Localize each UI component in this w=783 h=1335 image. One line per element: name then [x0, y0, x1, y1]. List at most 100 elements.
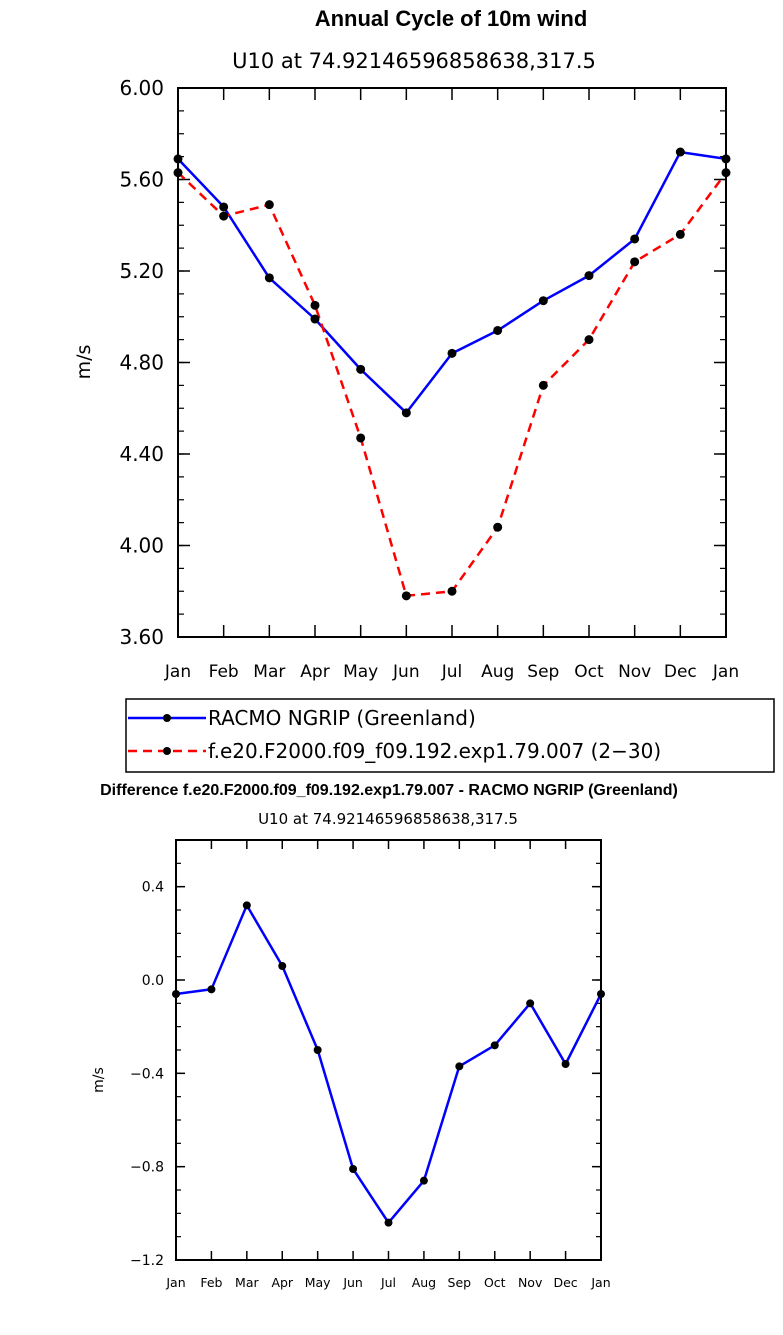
series-0-point: [561, 1060, 570, 1068]
series-1-point: [447, 586, 457, 596]
chart1-ylabel: m/s: [73, 345, 95, 380]
chart2-ylabel: m/s: [91, 1067, 107, 1093]
series-0-point: [455, 1062, 464, 1071]
y-tick-label: 3.60: [119, 625, 164, 649]
series-line-0: [177, 150, 727, 415]
series-0-point: [419, 1176, 428, 1185]
series-0-point: [538, 296, 548, 306]
series-1-point: [264, 200, 274, 210]
chart1-y-tick-labels: 6.00 5.60 5.20 4.80 4.40 4.00 3.60: [119, 76, 164, 649]
x-tick-label: Jul: [441, 662, 463, 682]
chart2-series-points: [172, 901, 605, 1227]
series-1-point: [219, 211, 229, 221]
series-0-point: [630, 234, 640, 244]
y-tick-label: 4.40: [119, 442, 164, 466]
series-0-point: [384, 1218, 393, 1227]
series-0-point: [526, 999, 535, 1008]
y-tick-label: 5.20: [119, 259, 164, 283]
series-0-point: [675, 147, 685, 157]
chart1-title: Annual Cycle of 10m wind: [315, 6, 588, 31]
x-tick-label: May: [343, 662, 378, 682]
x-tick-label: Apr: [271, 1275, 293, 1290]
chart1-plot-frame: [177, 87, 727, 638]
chart2-series-lines: [175, 904, 603, 1224]
series-1-point: [584, 335, 594, 345]
x-tick-label: Jan: [164, 662, 191, 682]
series-0-point: [721, 154, 731, 164]
series-1-point: [310, 300, 320, 310]
chart2-y-tick-labels: 0.4 0.0 −0.4 −0.8 −1.2: [130, 880, 164, 1269]
series-0-point: [172, 990, 180, 998]
series-0-point: [219, 202, 229, 212]
x-tick-label: Feb: [209, 662, 239, 682]
series-1-point: [356, 433, 366, 443]
series-line-1: [177, 171, 728, 598]
series-1-point: [538, 380, 548, 390]
x-tick-label: Sep: [448, 1275, 472, 1290]
series-0-point: [313, 1046, 322, 1054]
x-tick-label: Jun: [392, 662, 420, 682]
x-tick-label: Jul: [380, 1275, 396, 1290]
legend-box: [125, 698, 775, 773]
series-0-point: [584, 271, 594, 281]
series-0-point: [310, 314, 320, 324]
series-1-point: [401, 591, 411, 601]
x-tick-label: Nov: [618, 662, 651, 682]
legend-label-model: f.e20.F2000.f09_f09.192.exp1.79.007 (2−3…: [208, 739, 661, 763]
series-0-point: [447, 348, 457, 358]
y-tick-label: 5.60: [119, 168, 164, 192]
chart1-subtitle: U10 at 74.92146596858638,317.5: [232, 49, 596, 73]
difference-chart: Difference f.e20.F2000.f09_f09.192.exp1.…: [91, 782, 678, 1290]
series-1-point: [675, 229, 685, 239]
x-tick-label: Feb: [200, 1275, 222, 1290]
annual-cycle-chart: Annual Cycle of 10m wind U10 at 74.92146…: [73, 6, 775, 773]
chart1-series-points: [173, 147, 731, 601]
series-0-point: [173, 154, 183, 164]
legend-marker-model: [163, 747, 171, 755]
chart1-legend: RACMO NGRIP (Greenland) f.e20.F2000.f09_…: [125, 698, 775, 773]
legend-marker-racmo: [163, 714, 171, 722]
x-tick-label: Aug: [412, 1275, 436, 1290]
chart2-x-tick-labels: Jan Feb Mar Apr May Jun Jul Aug Sep Oct Nov Dec Jan: [165, 1275, 610, 1290]
x-tick-label: Jan: [712, 662, 739, 682]
chart2-plot-frame: [175, 839, 602, 1261]
x-tick-label: Dec: [553, 1275, 577, 1290]
series-0-point: [597, 990, 605, 998]
y-tick-label: 0.4: [142, 880, 164, 896]
series-1-point: [721, 168, 731, 178]
legend-label-racmo: RACMO NGRIP (Greenland): [208, 706, 476, 730]
chart2-subtitle: U10 at 74.92146596858638,317.5: [258, 810, 518, 828]
chart2-ticks: [175, 839, 602, 1261]
series-0-point: [356, 364, 366, 374]
x-tick-label: Mar: [235, 1275, 259, 1290]
y-tick-label: −0.4: [130, 1066, 164, 1082]
x-tick-label: Oct: [484, 1275, 506, 1290]
y-tick-label: 0.0: [142, 973, 164, 989]
x-tick-label: Aug: [481, 662, 514, 682]
y-tick-label: 4.80: [119, 351, 164, 375]
y-tick-label: −0.8: [130, 1160, 164, 1176]
chart1-x-tick-labels: Jan Feb Mar Apr May Jun Jul Aug Sep Oct Nov Dec Jan: [164, 662, 739, 682]
series-0-point: [278, 962, 287, 970]
x-tick-label: Jun: [342, 1275, 363, 1290]
series-1-point: [630, 257, 640, 267]
series-0-point: [401, 408, 411, 418]
x-tick-label: Dec: [664, 662, 697, 682]
x-tick-label: Oct: [574, 662, 604, 682]
series-1-point: [173, 168, 183, 178]
series-line-0: [175, 904, 603, 1224]
series-0-point: [242, 901, 251, 910]
x-tick-label: Jan: [590, 1275, 610, 1290]
series-1-point: [493, 522, 503, 532]
series-0-point: [264, 273, 274, 283]
y-tick-label: −1.2: [130, 1253, 164, 1269]
series-0-point: [493, 325, 503, 335]
series-0-point: [349, 1165, 358, 1173]
x-tick-label: Sep: [527, 662, 559, 682]
chart2-title: Difference f.e20.F2000.f09_f09.192.exp1.…: [100, 782, 678, 799]
x-tick-label: Mar: [253, 662, 285, 682]
chart1-ticks: [177, 87, 727, 638]
x-tick-label: Nov: [518, 1275, 543, 1290]
x-tick-label: May: [305, 1275, 331, 1290]
